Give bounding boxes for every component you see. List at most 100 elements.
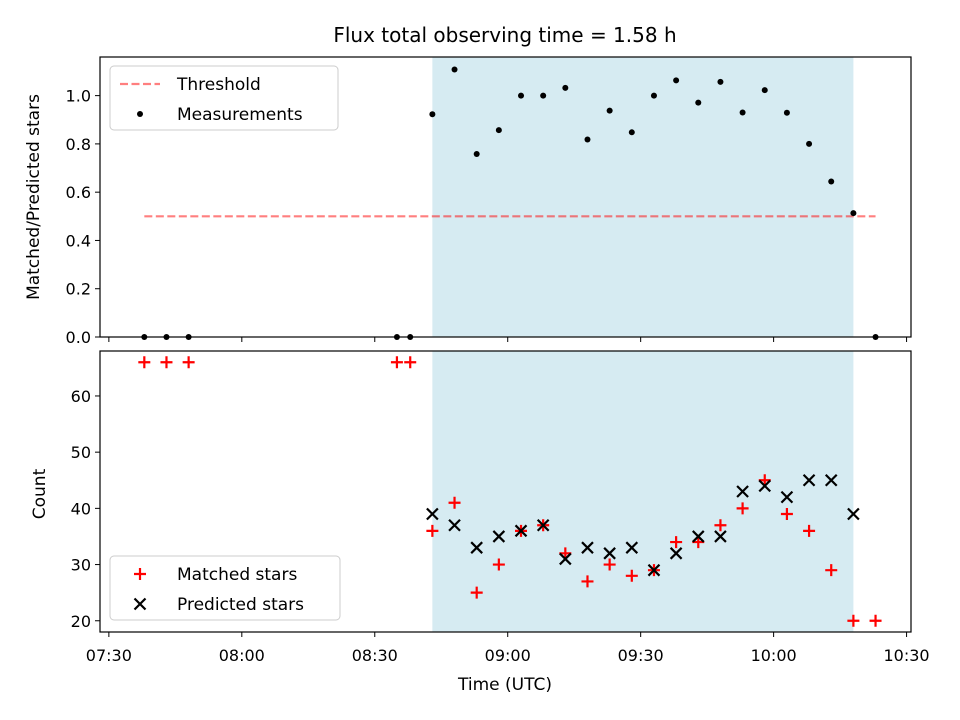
legend-label: Threshold [176,75,261,95]
y-tick-label: 50 [71,443,91,462]
x-tick-label: 09:30 [618,646,664,665]
matched-point [603,558,616,571]
y-tick-label: 60 [71,387,91,406]
measurement-point [518,92,525,99]
predicted-point [780,490,794,504]
x-tick-label: 08:30 [352,646,398,665]
x-tick-label: 09:00 [485,646,531,665]
matched-point [470,586,483,599]
predicted-point [802,473,816,487]
predicted-point [647,563,661,577]
measurement-point [695,99,702,106]
matched-point [736,502,749,515]
measurement-point [584,136,591,143]
measurement-point [606,107,613,114]
matched-point [559,547,572,560]
predicted-point [736,485,749,498]
predicted-point [669,547,683,560]
legend-box [109,555,341,621]
count-panel: 20 30 40 50 60 07:30 08:00 08:30 09:00 09:30 10:00… [71,350,930,665]
measurement-point [562,84,569,91]
matched-point [182,356,195,369]
matched-point [492,558,505,571]
matched-point [825,564,838,577]
matched-point [625,569,638,582]
measurement-point [850,210,857,217]
predicted-point [514,524,528,538]
matched-point [670,536,683,549]
matched-point [714,519,727,532]
predicted-point [692,530,705,543]
x-axis-label: Time (UTC) [457,675,552,695]
predicted-point [581,541,594,554]
predicted-point [536,518,550,532]
y-tick-label: 30 [71,556,91,575]
chart-title: Flux total observing time = 1.58 h [333,23,676,47]
ratio-panel: 0.0 0.2 0.4 0.6 0.8 1.0 Threshold Measurements [66,56,912,347]
predicted-point [847,507,860,521]
matched-point [803,524,816,537]
y-tick-label: 0.2 [66,280,91,299]
measurement-point [806,140,813,147]
legend-label: Predicted stars [177,595,304,615]
matched-point [426,524,439,537]
y-tick-label: 0.6 [66,183,91,202]
legend-box [109,65,339,131]
predicted-point [492,530,506,543]
measurement-point [451,66,458,73]
y-tick-label: 1.0 [66,87,91,106]
y-tick-label: 0.4 [66,231,91,250]
legend-label: Matched stars [177,565,297,585]
shaded-span [432,57,854,337]
matched-point [138,356,151,369]
matched-point [692,536,705,549]
y-axis-label-ratio: Matched/Predicted stars [24,94,44,300]
measurement-point [650,92,657,99]
x-tick-label: 07:30 [86,646,132,665]
measurement-point [495,127,502,134]
predicted-point [603,547,616,560]
matched-point [390,356,403,369]
predicted-point [758,479,772,493]
predicted-point [824,473,838,487]
matched-point [758,474,771,487]
predicted-point [448,518,461,532]
matched-point [780,507,793,520]
matched-point [581,575,594,588]
measurement-point [429,111,436,118]
measurement-point [783,109,790,116]
y-tick-label: 0.8 [66,135,91,154]
measurement-point [473,151,480,158]
legend-measurement-swatch [137,111,143,117]
predicted-point [470,541,483,554]
legend-label: Measurements [177,105,303,125]
matched-point [847,614,860,627]
y-tick-label: 20 [71,612,91,631]
measurement-point [717,78,724,85]
measurement-point [828,178,835,185]
legend-predicted-swatch [133,597,147,611]
axes-frame [99,56,912,338]
x-tick-label: 08:00 [219,646,265,665]
y-tick-label: 0.0 [66,328,91,347]
y-tick-label: 40 [71,499,91,518]
measurement-point [761,87,768,94]
shaded-span [432,351,854,632]
y-axis-label-count: Count [30,468,50,519]
predicted-point [625,541,639,554]
measurement-point [628,129,635,136]
predicted-point [714,530,727,543]
matched-point [448,496,461,509]
matched-point [160,356,173,369]
matched-point [404,356,417,369]
matched-point [869,614,882,627]
measurement-point [673,77,680,84]
measurement-point [540,92,547,99]
x-tick-label: 10:00 [751,646,797,665]
axes-frame [99,350,912,633]
measurement-point [739,109,746,116]
predicted-point [559,552,572,566]
predicted-point [426,507,439,521]
legend-matched-swatch [134,568,146,580]
